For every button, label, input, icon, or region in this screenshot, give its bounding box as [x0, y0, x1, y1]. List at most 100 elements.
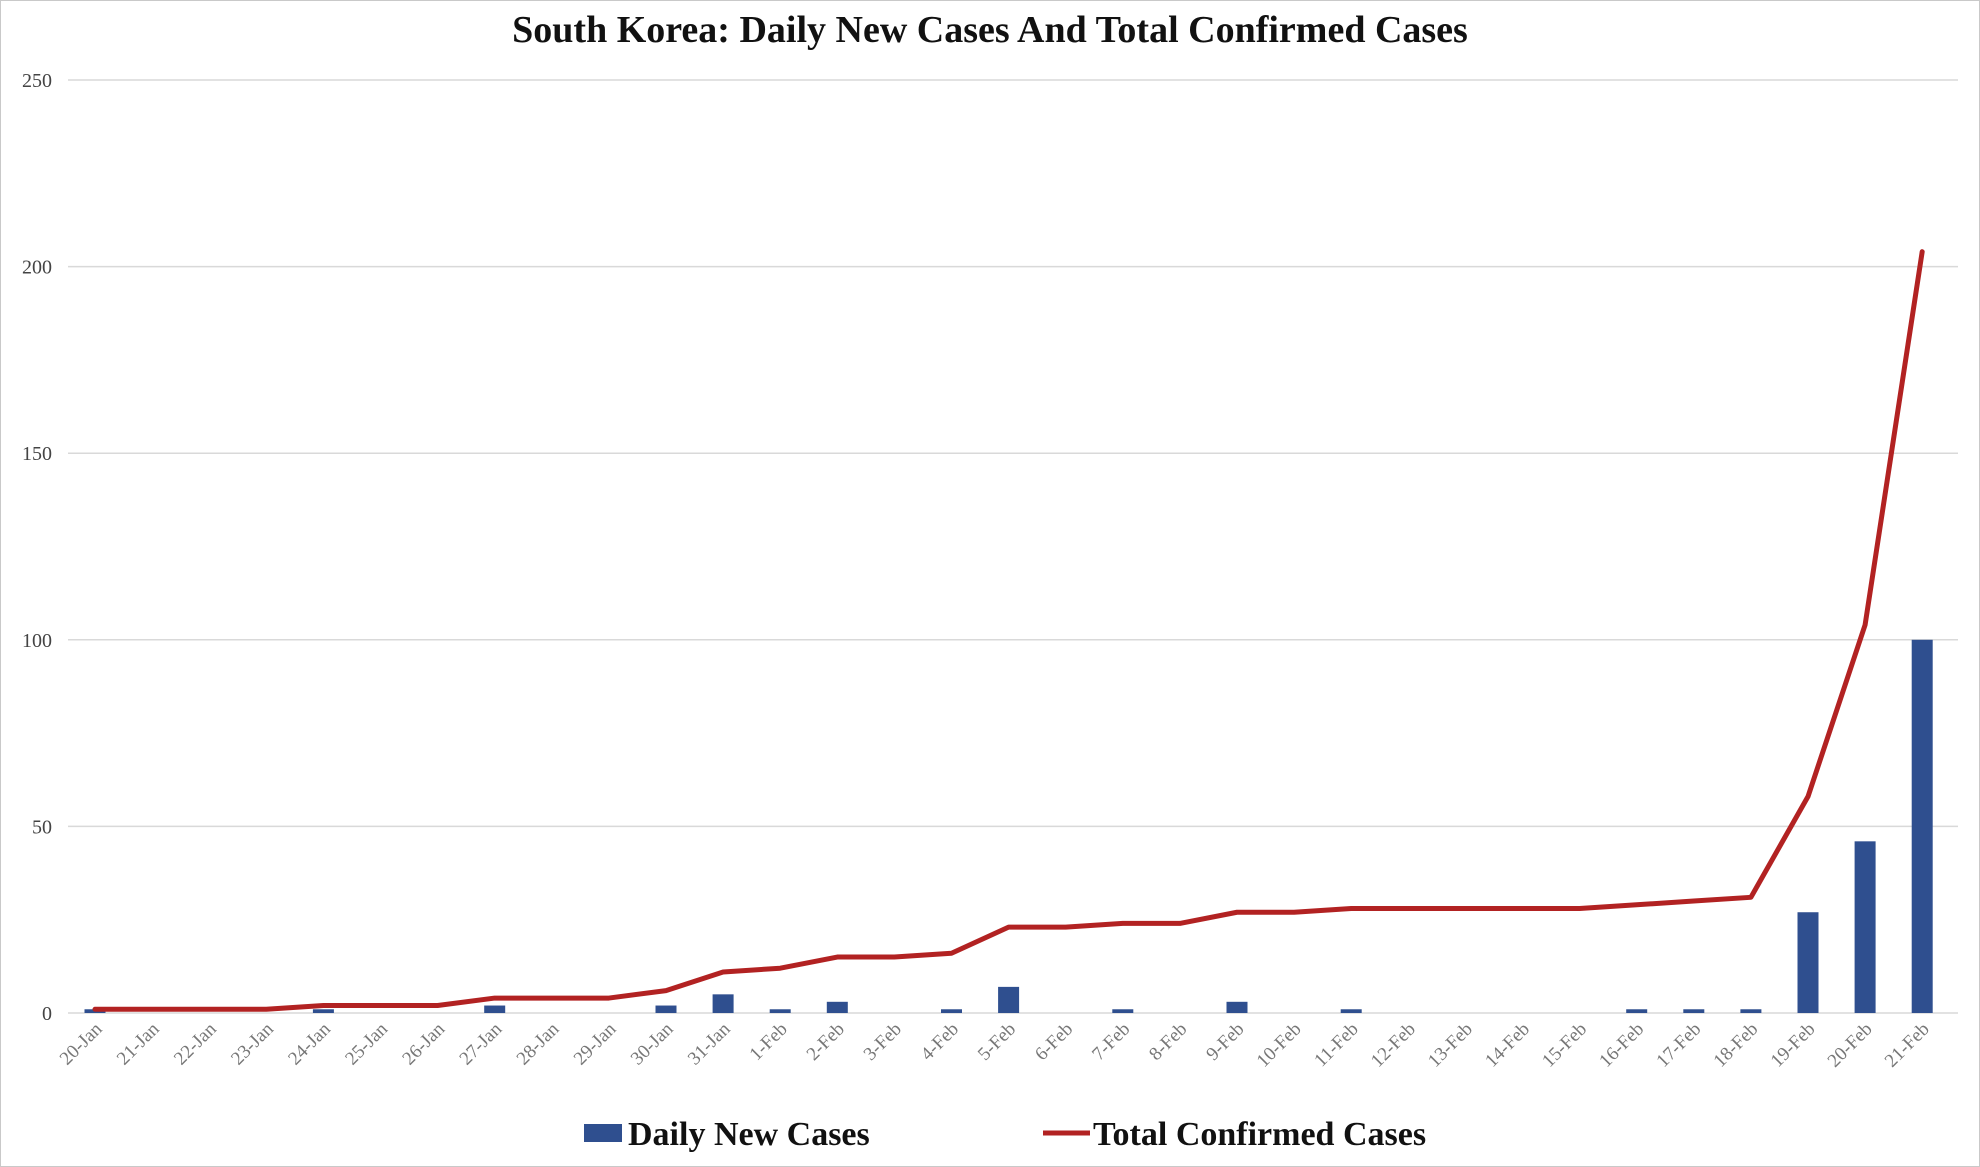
bar-17-Feb: [1683, 1009, 1705, 1013]
y-tick-label-50: 50: [32, 816, 52, 838]
line-point-21-Feb: [1921, 251, 1923, 253]
bar-27-Jan: [484, 1005, 506, 1013]
bar-5-Feb: [998, 986, 1020, 1013]
x-tick-label-9-Feb: 9-Feb: [1202, 1019, 1248, 1065]
line-point-30-Jan: [665, 990, 667, 992]
line-point-17-Feb: [1693, 900, 1695, 902]
x-tick-label-8-Feb: 8-Feb: [1145, 1019, 1191, 1065]
line-point-7-Feb: [1122, 922, 1124, 924]
x-tick-label-5-Feb: 5-Feb: [974, 1019, 1020, 1065]
legend-label-daily-new-cases: Daily New Cases: [628, 1116, 870, 1153]
x-tick-label-29-Jan: 29-Jan: [570, 1018, 621, 1069]
line-series: [92, 249, 1925, 1012]
bar-16-Feb: [1626, 1009, 1648, 1013]
line-point-1-Feb: [779, 967, 781, 969]
legend: Daily New Cases Total Confirmed Cases: [584, 1116, 1426, 1153]
bar-21-Feb: [1911, 639, 1933, 1013]
bar-1-Feb: [769, 1009, 791, 1013]
line-point-29-Jan: [608, 997, 610, 999]
x-tick-label-15-Feb: 15-Feb: [1538, 1019, 1591, 1072]
x-tick-label-3-Feb: 3-Feb: [860, 1019, 906, 1065]
x-tick-label-31-Jan: 31-Jan: [684, 1018, 735, 1069]
line-point-24-Jan: [322, 1005, 324, 1007]
x-tick-label-19-Feb: 19-Feb: [1767, 1019, 1820, 1072]
y-axis-tick-labels: 0 50 100 150 200 250: [22, 70, 52, 1025]
chart-title: South Korea: Daily New Cases And Total C…: [512, 9, 1468, 51]
line-point-23-Jan: [265, 1008, 267, 1010]
x-tick-label-27-Jan: 27-Jan: [456, 1018, 507, 1069]
legend-swatch-daily-new-cases: [584, 1124, 622, 1142]
line-point-28-Jan: [551, 997, 553, 999]
x-tick-label-20-Jan: 20-Jan: [56, 1018, 107, 1069]
line-point-11-Feb: [1350, 908, 1352, 910]
line-point-21-Jan: [151, 1008, 153, 1010]
bar-19-Feb: [1797, 912, 1819, 1013]
x-tick-label-13-Feb: 13-Feb: [1424, 1019, 1477, 1072]
line-point-3-Feb: [893, 956, 895, 958]
bar-20-Feb: [1854, 841, 1876, 1013]
line-point-26-Jan: [437, 1005, 439, 1007]
line-point-15-Feb: [1579, 908, 1581, 910]
bar-11-Feb: [1340, 1009, 1362, 1013]
x-tick-label-2-Feb: 2-Feb: [803, 1019, 849, 1065]
line-point-22-Jan: [208, 1008, 210, 1010]
y-tick-label-100: 100: [22, 630, 52, 652]
bar-9-Feb: [1226, 1001, 1248, 1013]
line-point-8-Feb: [1179, 922, 1181, 924]
line-point-18-Feb: [1750, 896, 1752, 898]
x-tick-label-24-Jan: 24-Jan: [284, 1018, 335, 1069]
bar-31-Jan: [712, 994, 734, 1013]
bar-series: [84, 639, 1933, 1013]
x-tick-label-7-Feb: 7-Feb: [1088, 1019, 1134, 1065]
bar-30-Jan: [655, 1005, 677, 1013]
bar-7-Feb: [1112, 1009, 1134, 1013]
line-point-10-Feb: [1293, 911, 1295, 913]
line-point-4-Feb: [951, 952, 952, 954]
line-point-25-Jan: [380, 1005, 381, 1007]
y-tick-label-150: 150: [22, 443, 52, 465]
x-tick-label-17-Feb: 17-Feb: [1652, 1019, 1705, 1072]
x-tick-label-18-Feb: 18-Feb: [1710, 1019, 1763, 1072]
y-tick-label-250: 250: [22, 70, 52, 92]
x-tick-label-10-Feb: 10-Feb: [1253, 1019, 1306, 1072]
x-tick-label-14-Feb: 14-Feb: [1481, 1019, 1534, 1072]
x-tick-label-6-Feb: 6-Feb: [1031, 1019, 1077, 1065]
x-tick-label-4-Feb: 4-Feb: [917, 1019, 963, 1065]
line-point-20-Jan: [94, 1008, 96, 1010]
x-tick-label-1-Feb: 1-Feb: [746, 1019, 792, 1065]
x-tick-label-11-Feb: 11-Feb: [1310, 1019, 1362, 1071]
x-tick-label-16-Feb: 16-Feb: [1595, 1019, 1648, 1072]
x-tick-label-26-Jan: 26-Jan: [398, 1018, 449, 1069]
legend-label-total-confirmed-cases: Total Confirmed Cases: [1093, 1116, 1426, 1153]
x-tick-label-22-Jan: 22-Jan: [170, 1018, 221, 1069]
bar-24-Jan: [312, 1009, 334, 1013]
x-tick-label-28-Jan: 28-Jan: [513, 1018, 564, 1069]
line-point-9-Feb: [1236, 911, 1238, 913]
y-tick-label-0: 0: [42, 1003, 52, 1025]
line-point-13-Feb: [1464, 908, 1466, 910]
line-point-27-Jan: [494, 997, 496, 999]
line-total-confirmed-cases: [92, 249, 1925, 1012]
x-tick-label-25-Jan: 25-Jan: [341, 1018, 392, 1069]
x-tick-label-12-Feb: 12-Feb: [1367, 1019, 1420, 1072]
line-point-16-Feb: [1636, 904, 1638, 906]
line-point-19-Feb: [1807, 796, 1809, 798]
line-point-31-Jan: [722, 971, 724, 973]
gridlines: [68, 79, 1958, 1014]
line-point-5-Feb: [1008, 926, 1010, 928]
x-tick-label-30-Jan: 30-Jan: [627, 1018, 678, 1069]
line-point-20-Feb: [1864, 624, 1866, 626]
x-axis-tick-labels: 20-Jan 21-Jan 22-Jan 23-Jan 24-Jan 25-Jan 26-J…: [56, 1018, 1934, 1071]
y-tick-label-200: 200: [22, 257, 52, 279]
x-tick-label-20-Feb: 20-Feb: [1824, 1019, 1877, 1072]
x-tick-label-23-Jan: 23-Jan: [227, 1018, 278, 1069]
line-point-12-Feb: [1407, 908, 1409, 910]
line-point-14-Feb: [1522, 908, 1523, 910]
line-point-2-Feb: [836, 956, 838, 958]
line-point-6-Feb: [1065, 926, 1067, 928]
x-tick-label-21-Jan: 21-Jan: [113, 1018, 164, 1069]
bar-4-Feb: [941, 1009, 962, 1013]
x-tick-label-21-Feb: 21-Feb: [1881, 1019, 1934, 1072]
